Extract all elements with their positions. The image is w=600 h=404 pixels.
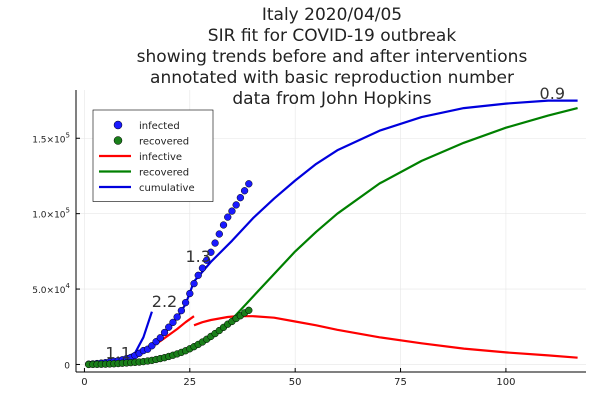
data-point-infected [232, 201, 240, 209]
y-tick-label: 1.5×105 [32, 131, 70, 145]
x-tick-label: 50 [289, 377, 302, 388]
series-layer [84, 99, 578, 369]
data-point-infected [165, 323, 173, 331]
y-tick-label: 1.0×105 [32, 207, 70, 221]
axes: 0 25 50 75 100 0 5.0×104 1.0×105 1.5×105 [32, 90, 586, 388]
y-tick-label: 0 [64, 361, 70, 371]
data-point-infected [228, 207, 236, 215]
x-tick-label: 100 [496, 377, 515, 388]
annotation-r0: 1.3 [186, 247, 211, 266]
title-line: SIR fit for COVID-19 outbreak [208, 26, 457, 46]
data-point-infected [219, 221, 228, 229]
legend-marker [113, 120, 123, 130]
annotation-r0: 0.9 [540, 84, 565, 103]
data-point-infected [190, 279, 198, 288]
legend-label: infective [139, 152, 182, 163]
annotations: 1.1 2.2 1.3 0.9 [105, 84, 565, 362]
title-line: Italy 2020/04/05 [262, 5, 402, 25]
legend-label: cumulative [139, 183, 195, 194]
legend-label: recovered [139, 168, 189, 179]
data-point-infected [207, 248, 215, 256]
data-point-infected [156, 334, 164, 342]
data-point-infected [240, 187, 249, 195]
annotation-r0: 2.2 [152, 292, 177, 311]
data-point-infected [194, 271, 202, 279]
data-point-infected [186, 289, 194, 298]
title-line: annotated with basic reproduction number [150, 68, 514, 88]
data-point-infected [198, 264, 207, 272]
data-point-infected [169, 318, 177, 327]
title-line: showing trends before and after interven… [137, 47, 528, 67]
legend-marker [113, 136, 123, 145]
title-line: data from John Hopkins [232, 89, 431, 109]
annotation-r0: 1.1 [105, 343, 130, 362]
data-point-infected [203, 256, 211, 264]
data-point-recovered [245, 306, 253, 314]
data-point-infected [224, 213, 232, 221]
data-point-infected [177, 306, 186, 315]
data-point-infected [160, 328, 169, 337]
data-point-infected [215, 230, 223, 238]
x-tick-label: 25 [183, 377, 196, 388]
data-point-infected [211, 239, 219, 247]
x-tick-label: 0 [81, 377, 87, 388]
x-tick-label: 75 [394, 377, 407, 388]
data-point-infected [245, 180, 253, 188]
legend-label: recovered [139, 137, 189, 148]
data-point-infected [181, 298, 190, 307]
legend-label: infected [139, 121, 180, 132]
series-line-cumulative [193, 99, 578, 283]
legend: infected recovered infective recovered cumul… [92, 109, 214, 202]
y-tick-label: 5.0×104 [32, 282, 70, 296]
series-line-infective [193, 315, 578, 359]
data-point-infected [173, 313, 181, 321]
data-point-infected [236, 194, 245, 202]
